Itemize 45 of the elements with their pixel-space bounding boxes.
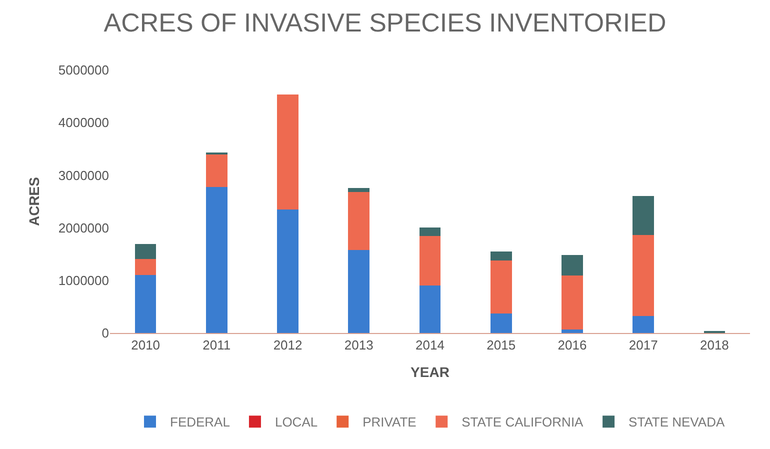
x-tick-label: 2011 [202,338,231,353]
y-tick-label: 1000000 [58,272,109,288]
bar [419,286,441,333]
x-tick-label: 2015 [486,338,516,353]
bar [632,316,654,333]
bar [348,188,370,192]
x-tick-label: 2018 [700,338,729,353]
x-tick-label: 2010 [131,338,160,353]
bar [206,154,228,187]
bar [490,260,512,314]
legend-label: PRIVATE [362,414,417,430]
x-tick-label: 2014 [416,338,444,353]
x-tick-label: 2013 [344,338,374,353]
y-tick-label: 2000000 [58,220,109,236]
bar [490,251,512,260]
bar [277,209,298,333]
y-tick-label: 5000000 [58,62,109,78]
y-tick-label: 3000000 [58,168,109,183]
chart-title: ACRES OF INVASIVE SPECIES INVENTORIED [104,8,666,38]
x-axis-title: YEAR [410,364,450,380]
bar [134,244,156,259]
bar [562,329,583,333]
x-tick-label: 2016 [558,338,587,353]
bar [419,227,441,236]
bar [277,94,298,210]
bar [348,250,370,333]
bar [562,255,583,276]
legend-label: STATE NEVADA [628,414,725,430]
x-tick-label: 2012 [273,338,302,353]
bar [206,186,228,333]
x-tick-label: 2017 [628,338,658,353]
bar [134,275,156,333]
legend-label: LOCAL [274,414,318,430]
bar [348,192,370,250]
legend-label: FEDERAL [170,414,230,430]
bar [562,276,583,330]
bar [632,235,654,316]
legend-label: STATE CALIFORNIA [462,414,584,430]
bar [632,196,654,236]
y-axis-title: ACRES [26,176,42,226]
bar [134,258,156,276]
bar [419,236,441,286]
y-tick-label: 0 [102,326,109,341]
bar [490,314,512,333]
y-tick-label: 4000000 [58,115,109,130]
